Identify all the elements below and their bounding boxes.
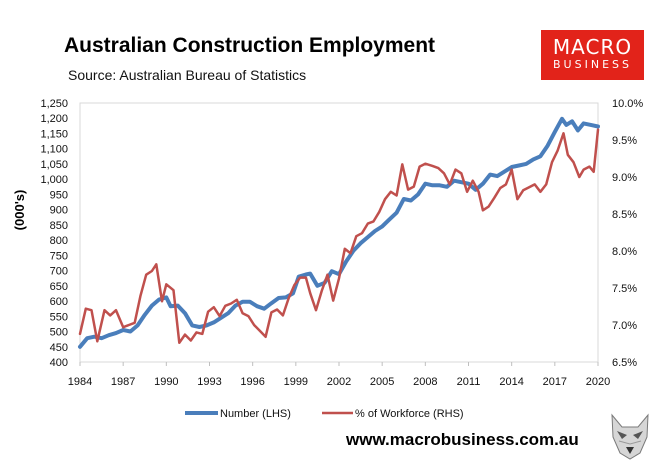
series-layer [78, 116, 600, 349]
plot-area-border [79, 102, 599, 363]
macrobusiness-logo: MACRO BUSINESS [541, 30, 644, 80]
y-left-tick-label: 600 [50, 296, 68, 308]
y-left-tick-label: 1,200 [40, 113, 68, 125]
x-tick-label: 2011 [457, 376, 481, 388]
x-tick-label: 1984 [68, 376, 92, 388]
y-left-tick-label: 1,000 [40, 174, 68, 186]
y-left-tick-label: 1,250 [40, 98, 68, 110]
y-right-tick-label: 8.5% [612, 209, 637, 221]
legend: Number (LHS) % of Workforce (RHS) [185, 408, 464, 420]
y-left-tick-label: 650 [50, 281, 68, 293]
logo-line-1: MACRO [552, 35, 633, 59]
x-tick-label: 2017 [543, 376, 567, 388]
y-left-tick-label: 850 [50, 220, 68, 232]
y-right-tick-label: 7.0% [612, 320, 637, 332]
x-tick-label: 2002 [327, 376, 351, 388]
chart-subtitle: Source: Australian Bureau of Statistics [68, 67, 307, 83]
y-axis-label: (000's) [12, 190, 27, 231]
y-right-tick-label: 7.5% [612, 283, 637, 295]
y-left-tick-label: 1,100 [40, 144, 68, 156]
y-left-tick-label: 1,150 [40, 128, 68, 140]
x-tick-label: 1993 [197, 376, 221, 388]
x-tick-label: 2005 [370, 376, 394, 388]
y-left-tick-label: 400 [50, 357, 68, 369]
y-left-tick-label: 700 [50, 266, 68, 278]
wolf-icon [611, 413, 649, 460]
y-right-tick-label: 10.0% [612, 98, 643, 110]
y-right-tick-label: 6.5% [612, 357, 637, 369]
x-tick-label: 1987 [111, 376, 135, 388]
legend-label-workforce: % of Workforce (RHS) [355, 408, 464, 420]
website-url: www.macrobusiness.com.au [346, 430, 579, 449]
y-left-tick-label: 950 [50, 189, 68, 201]
x-tick-label: 2014 [499, 376, 523, 388]
chart-title: Australian Construction Employment [64, 34, 436, 57]
x-tick-label: 2008 [413, 376, 437, 388]
y-left-tick-label: 750 [50, 250, 68, 262]
legend-label-number: Number (LHS) [220, 408, 291, 420]
y-left-tick-label: 900 [50, 205, 68, 217]
x-tick-label: 1996 [240, 376, 264, 388]
y-left-tick-label: 550 [50, 311, 68, 323]
x-tick-label: 1999 [284, 376, 308, 388]
y-left-tick-label: 1,050 [40, 159, 68, 171]
logo-line-2: BUSINESS [553, 58, 632, 71]
x-tick-label: 2020 [586, 376, 610, 388]
series-line-workforce [78, 128, 600, 345]
series-line-number [78, 116, 600, 349]
y-left-tick-label: 500 [50, 327, 68, 339]
y-left-tick-label: 450 [50, 342, 68, 354]
x-tick-label: 1990 [154, 376, 178, 388]
axes: 400 450 500 550 600 650 700 750 800 850 900 950 1,00… [40, 98, 643, 388]
y-right-tick-label: 9.5% [612, 135, 637, 147]
y-right-tick-label: 9.0% [612, 172, 637, 184]
y-right-tick-label: 8.0% [612, 246, 637, 258]
y-left-tick-label: 800 [50, 235, 68, 247]
